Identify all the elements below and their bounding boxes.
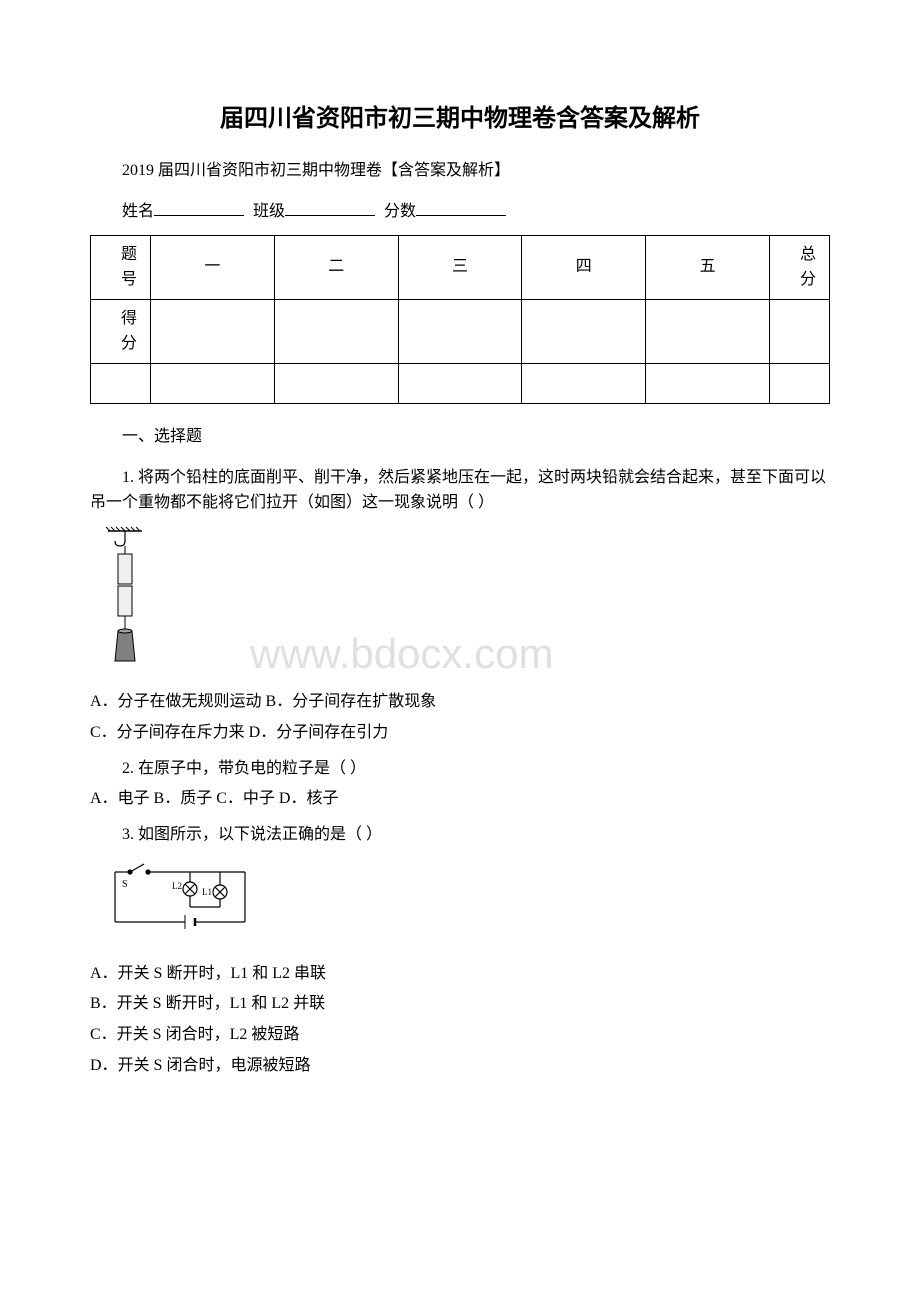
score-table: 题号 一 二 三 四 五 总分 得分 <box>90 235 830 404</box>
row-label: 得分 <box>91 299 151 363</box>
q2-options: A．电子 B．质子 C．中子 D．核子 <box>90 786 830 812</box>
question-1: 1. 将两个铅柱的底面削平、削干净，然后紧紧地压在一起，这时两块铅就会结合起来，… <box>90 465 830 516</box>
cell <box>770 299 830 363</box>
cell <box>151 299 275 363</box>
cell <box>646 299 770 363</box>
q1-figure <box>100 526 830 675</box>
col-header: 总分 <box>770 235 830 299</box>
name-label: 姓名 <box>122 203 154 220</box>
subtitle: 2019 届四川省资阳市初三期中物理卷【含答案及解析】 <box>90 158 830 184</box>
question-3: 3. 如图所示，以下说法正确的是（ ） <box>90 822 830 848</box>
class-label: 班级 <box>253 203 285 220</box>
table-row: 题号 一 二 三 四 五 总分 <box>91 235 830 299</box>
q1-options-cd: C．分子间存在斥力来 D．分子间存在引力 <box>90 720 830 746</box>
page-title: 届四川省资阳市初三期中物理卷含答案及解析 <box>90 100 830 138</box>
info-line: 姓名 班级 分数 <box>90 199 830 225</box>
q3-option-b: B．开关 S 断开时，L1 和 L2 并联 <box>90 991 830 1017</box>
cell <box>151 363 275 403</box>
col-header: 一 <box>151 235 275 299</box>
table-row: 得分 <box>91 299 830 363</box>
q3-option-c: C．开关 S 闭合时，L2 被短路 <box>90 1022 830 1048</box>
class-blank <box>285 215 375 216</box>
cell <box>770 363 830 403</box>
q3-figure: S L2 L1 <box>100 857 830 946</box>
cell <box>398 299 522 363</box>
cell <box>398 363 522 403</box>
q3-option-a: A．开关 S 断开时，L1 和 L2 串联 <box>90 961 830 987</box>
name-blank <box>154 215 244 216</box>
score-label: 分数 <box>384 203 416 220</box>
col-header: 五 <box>646 235 770 299</box>
cell <box>522 299 646 363</box>
svg-text:S: S <box>122 879 128 890</box>
svg-text:L1: L1 <box>202 887 212 897</box>
cell <box>646 363 770 403</box>
svg-text:L2: L2 <box>172 881 182 891</box>
cell <box>274 299 398 363</box>
q3-option-d: D．开关 S 闭合时，电源被短路 <box>90 1053 830 1079</box>
col-header: 二 <box>274 235 398 299</box>
col-header: 三 <box>398 235 522 299</box>
row-label: 题号 <box>91 235 151 299</box>
col-header: 四 <box>522 235 646 299</box>
q1-options-ab: A．分子在做无规则运动 B．分子间存在扩散现象 <box>90 689 830 715</box>
table-row <box>91 363 830 403</box>
cell <box>274 363 398 403</box>
question-2: 2. 在原子中，带负电的粒子是（ ） <box>90 756 830 782</box>
score-blank <box>416 215 506 216</box>
cell <box>91 363 151 403</box>
cell <box>522 363 646 403</box>
section-header: 一、选择题 <box>90 424 830 450</box>
